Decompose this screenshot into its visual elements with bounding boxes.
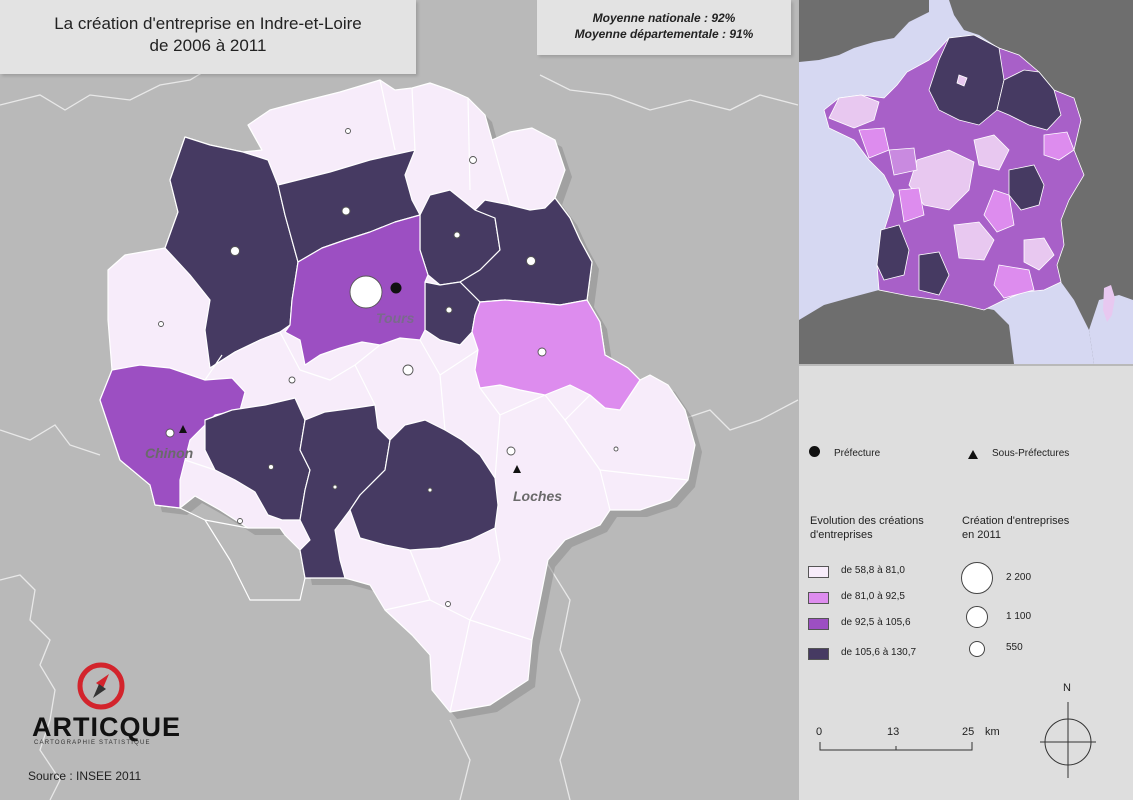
size-label: 2 200 [1006,572,1032,583]
circle-canton [332,484,338,490]
circle-canton [165,428,175,438]
evolution-legend-title: Evolution des créations d'entreprises [810,515,924,541]
cantons [99,79,696,713]
class-label: de 92,5 à 105,6 [841,617,911,628]
class-swatch [808,618,829,630]
circle-canton [230,246,240,256]
circle-canton [237,518,243,524]
national-average: Moyenne nationale : 92% [592,11,736,25]
city-label-tours: Tours [376,310,415,326]
circle-canton [445,601,451,607]
scale-tick-25: 25 [962,726,975,738]
logo-name: ARTICQUE [32,712,181,742]
circle-canton [453,231,461,239]
articque-logo-icon [77,662,125,710]
circle-canton [469,156,477,164]
sous-prefecture-legend-label: Sous-Préfectures [992,448,1070,459]
scale-bar [819,742,973,751]
class-swatch [808,648,829,660]
scale-tick-13: 13 [887,726,900,738]
size-circle-large [961,562,993,594]
creation-legend-title: Création d'entreprises en 2011 [962,515,1070,541]
prefecture-legend-label: Préfecture [834,448,881,459]
city-label-chinon: Chinon [145,445,193,461]
class-label: de 81,0 à 92,5 [841,591,905,602]
size-label: 550 [1006,642,1023,653]
circle-tours [349,275,383,309]
circle-canton [445,306,453,314]
scale-unit: km [985,726,1000,738]
circle-canton [402,364,414,376]
size-label: 1 100 [1006,611,1032,622]
map-title-line1: La création d'entreprise en Indre-et-Loi… [54,14,362,33]
prefecture-legend-symbol [809,446,820,457]
scale-tick-0: 0 [816,726,823,738]
size-circle-medium [966,606,988,628]
title-box: La création d'entreprise en Indre-et-Loi… [0,0,416,74]
circle-canton [345,128,351,134]
circle-canton [427,487,433,493]
circle-canton [613,446,619,452]
sous-prefecture-legend-symbol [968,450,978,459]
circle-canton [268,464,274,470]
sous-prefecture-marker-loches [513,465,521,473]
stats-box: Moyenne nationale : 92% Moyenne départem… [537,0,791,55]
circle-canton [341,206,351,216]
city-label-loches: Loches [513,488,562,504]
legend-panel: Préfecture Sous-Préfectures Evolution de… [799,366,1133,800]
map-title-line2: de 2006 à 2011 [149,36,267,55]
circle-canton [506,446,516,456]
class-label: de 105,6 à 130,7 [841,647,917,658]
class-swatch [808,566,829,578]
north-label: N [1063,682,1071,694]
north-arrow-icon [1040,702,1096,778]
circle-canton [288,376,296,384]
city-circles [158,128,619,607]
logo-tagline: CARTOGRAPHIE STATISTIQUE [34,740,151,746]
class-swatch [808,592,829,604]
circle-canton [526,256,536,266]
size-circle-small [969,641,985,657]
source-note: Source : INSEE 2011 [28,769,142,783]
sous-prefecture-marker-chinon [179,425,187,433]
class-label: de 58,8 à 81,0 [841,565,905,576]
prefecture-marker [390,282,402,294]
departmental-average: Moyenne départementale : 91% [574,27,754,41]
inset-map-france [799,0,1133,364]
circle-canton [158,321,164,327]
circle-canton [537,347,547,357]
